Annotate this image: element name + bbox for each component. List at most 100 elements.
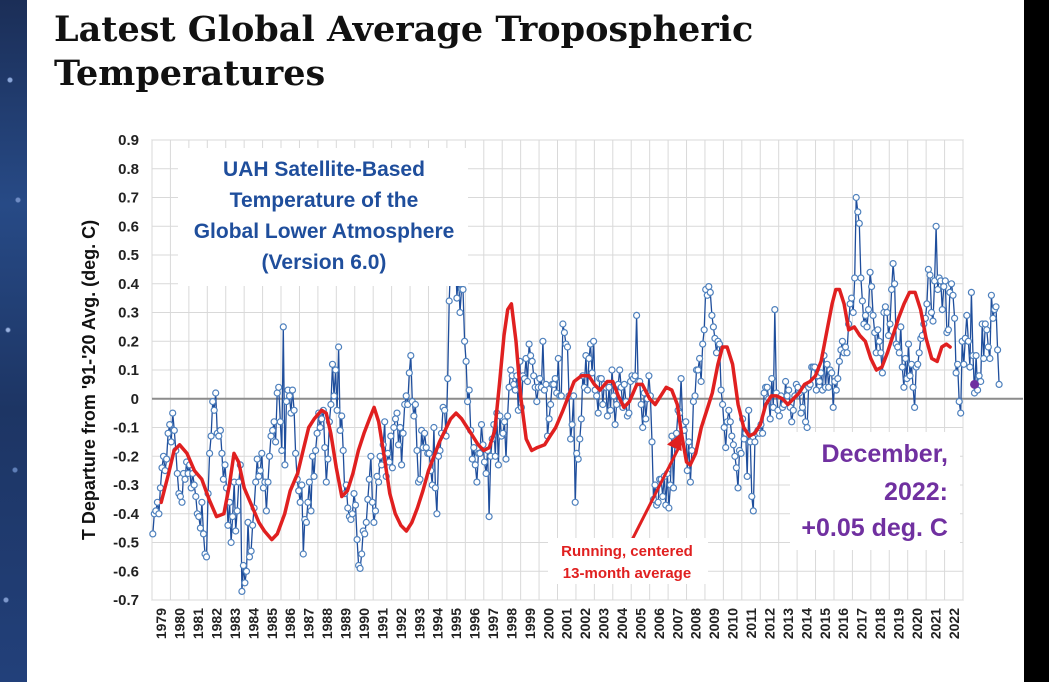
- monthly-data-point: [585, 354, 593, 363]
- monthly-data-point: [651, 481, 659, 489]
- monthly-data-point: [732, 464, 741, 472]
- monthly-data-point: [846, 300, 854, 308]
- monthly-data-point: [832, 386, 840, 394]
- monthly-data-point: [430, 423, 438, 432]
- x-tick-label: 2002: [577, 608, 593, 639]
- x-tick-label: 2016: [835, 608, 851, 639]
- monthly-data-point: [173, 469, 181, 478]
- monthly-data-point: [972, 352, 980, 360]
- monthly-data-point: [612, 400, 621, 409]
- monthly-data-point: [975, 372, 983, 380]
- latest-month-label: December,: [822, 440, 948, 468]
- monthly-data-point: [347, 515, 355, 524]
- monthly-data-point: [536, 375, 544, 383]
- monthly-data-point: [252, 478, 260, 486]
- monthly-data-point: [686, 478, 695, 486]
- x-tick-label: 1999: [522, 608, 538, 639]
- monthly-data-point: [219, 475, 227, 483]
- x-tick-label: 1984: [245, 608, 261, 639]
- monthly-data-point: [554, 354, 562, 363]
- monthly-data-point: [734, 484, 742, 492]
- monthly-data-point: [358, 550, 366, 558]
- monthly-data-point: [947, 280, 956, 288]
- x-tick-label: 1998: [503, 608, 519, 639]
- y-tick-label: 0.5: [118, 247, 139, 264]
- monthly-data-point: [967, 288, 976, 296]
- monthly-data-point: [987, 291, 996, 299]
- monthly-data-point: [697, 377, 705, 386]
- running-average-line: [159, 287, 952, 542]
- x-tick-label: 1982: [209, 608, 225, 639]
- monthly-data-point: [557, 392, 565, 400]
- monthly-data-point: [847, 294, 856, 302]
- monthly-data-point: [577, 415, 585, 423]
- monthly-data-point: [677, 375, 685, 383]
- x-tick-label: 1987: [301, 608, 317, 639]
- x-tick-label: 1988: [319, 608, 335, 639]
- monthly-data-point: [955, 398, 963, 406]
- monthly-data-point: [344, 504, 352, 512]
- monthly-data-point: [381, 418, 389, 426]
- monthly-data-point: [267, 432, 275, 440]
- monthly-data-point: [525, 340, 533, 348]
- monthly-data-point: [482, 469, 490, 478]
- monthly-data-point: [461, 337, 469, 345]
- monthly-data-point: [944, 326, 953, 334]
- monthly-data-point: [927, 308, 936, 317]
- monthly-data-point: [857, 274, 865, 282]
- monthly-data-point: [322, 478, 330, 486]
- monthly-data-point: [863, 323, 871, 331]
- monthly-data-point: [923, 300, 931, 308]
- monthly-data-point: [542, 380, 550, 388]
- monthly-data-point: [915, 349, 923, 357]
- monthly-data-point: [149, 530, 157, 538]
- monthly-data-point: [528, 357, 536, 365]
- monthly-data-point: [227, 538, 235, 547]
- monthly-data-point: [718, 400, 727, 409]
- monthly-data-point: [637, 400, 645, 409]
- monthly-data-point: [685, 438, 693, 446]
- monthly-data-point: [895, 349, 903, 357]
- x-tick-label: 2009: [706, 608, 722, 639]
- monthly-data-point: [691, 392, 699, 400]
- monthly-data-point: [391, 415, 400, 423]
- monthly-data-point: [729, 441, 738, 449]
- monthly-data-point: [924, 265, 933, 273]
- monthly-data-point: [470, 444, 478, 452]
- monthly-data-point: [981, 320, 989, 328]
- monthly-data-point: [993, 346, 1002, 354]
- monthly-data-point: [745, 406, 753, 414]
- monthly-data-point: [485, 512, 493, 521]
- monthly-data-point: [259, 484, 267, 492]
- monthly-data-point: [625, 409, 633, 417]
- x-tick-label: 2015: [817, 608, 833, 639]
- monthly-data-point: [367, 452, 375, 460]
- monthly-data-point: [388, 464, 396, 472]
- monthly-data-point: [390, 423, 398, 432]
- monthly-data-point: [551, 375, 559, 383]
- monthly-data-point: [984, 343, 992, 351]
- monthly-data-point: [743, 472, 751, 480]
- x-tick-label: 1985: [264, 608, 280, 639]
- y-axis-label: T Departure from '91-'20 Avg. (deg. C): [79, 220, 99, 540]
- monthly-data-point: [705, 283, 713, 291]
- monthly-data-point: [278, 446, 286, 455]
- monthly-data-point: [569, 392, 578, 400]
- monthly-data-point: [952, 369, 960, 377]
- monthly-data-point: [926, 271, 934, 279]
- x-tick-label: 2000: [540, 608, 556, 639]
- monthly-data-point: [751, 438, 759, 446]
- monthly-data-point: [464, 398, 472, 406]
- monthly-data-point: [841, 343, 850, 351]
- annotation-label-line: 13-month average: [563, 565, 691, 582]
- monthly-data-point: [444, 375, 452, 383]
- monthly-data-point: [563, 343, 572, 351]
- monthly-data-point: [413, 446, 421, 455]
- monthly-data-point: [348, 510, 356, 518]
- y-tick-label: -0.7: [113, 592, 139, 609]
- monthly-data-point: [510, 380, 518, 388]
- y-tick-label: 0.1: [118, 362, 139, 379]
- x-tick-label: 1991: [374, 608, 390, 639]
- monthly-data-point: [338, 412, 346, 420]
